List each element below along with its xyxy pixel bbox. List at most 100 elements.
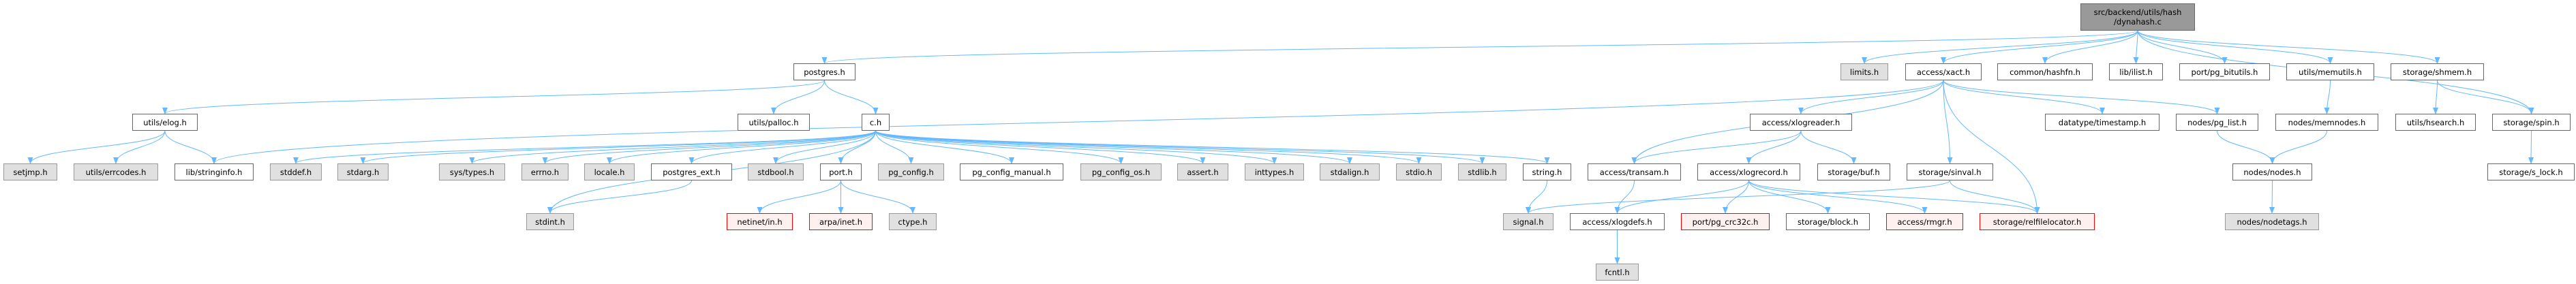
header-file-node[interactable]: pg_config.h — [878, 163, 944, 180]
dependency-edge — [840, 180, 915, 214]
dependency-edge — [773, 130, 876, 164]
header-file-node[interactable]: pg_config_os.h — [1080, 163, 1162, 180]
header-file-node[interactable]: access/xlogdefs.h — [1570, 213, 1665, 230]
dependency-edge — [824, 80, 879, 114]
header-file-node[interactable]: nodes/nodes.h — [2232, 163, 2312, 180]
dependency-edge — [757, 180, 841, 214]
header-file-node[interactable]: pg_config_manual.h — [960, 163, 1063, 180]
dependency-edge — [1631, 130, 1802, 164]
dependency-edge — [1798, 80, 1944, 114]
header-file-node[interactable]: stdbool.h — [748, 163, 804, 180]
header-file-node[interactable]: storage/sinval.h — [1907, 163, 1993, 180]
header-file-node[interactable]: nodes/memnodes.h — [2275, 114, 2378, 131]
header-file-node[interactable]: errno.h — [521, 163, 569, 180]
header-file-node[interactable]: utils/palloc.h — [738, 114, 810, 131]
dependency-edge — [542, 130, 876, 164]
dependency-edge — [2324, 80, 2331, 114]
header-file-node[interactable]: sys/types.h — [439, 163, 505, 180]
header-file-node[interactable]: storage/s_lock.h — [2487, 163, 2575, 180]
header-file-node[interactable]: stdint.h — [526, 213, 574, 230]
dependency-edge — [164, 130, 217, 164]
header-file-node[interactable]: common/hashfn.h — [1997, 63, 2093, 80]
header-file-node[interactable]: setjmp.h — [3, 163, 57, 180]
dependency-edge — [1950, 180, 2040, 214]
header-file-node[interactable]: postgres_ext.h — [651, 163, 732, 180]
dependency-edge — [2137, 30, 2333, 64]
dependency-edge — [875, 130, 1352, 164]
dependency-edge — [2137, 30, 2440, 64]
dependency-edge — [1748, 180, 1928, 214]
header-file-node[interactable]: fcntl.h — [1596, 264, 1639, 281]
dependency-edge — [2217, 130, 2275, 164]
header-file-node[interactable]: storage/relfilelocator.h — [1980, 213, 2095, 230]
dependency-edge — [1943, 80, 2040, 214]
dependency-edge — [1614, 180, 1635, 214]
dependency-edge — [822, 30, 2138, 64]
header-file-node[interactable]: port.h — [820, 163, 862, 180]
header-file-node[interactable]: utils/memutils.h — [2286, 63, 2374, 80]
header-file-node[interactable]: limits.h — [1840, 63, 1888, 80]
header-file-node[interactable]: nodes/pg_list.h — [2176, 114, 2258, 131]
header-file-node[interactable]: utils/elog.h — [132, 114, 198, 131]
header-file-node[interactable]: postgres.h — [793, 63, 855, 80]
header-file-node[interactable]: access/xact.h — [1905, 63, 1982, 80]
dependency-edge — [469, 130, 876, 164]
header-file-node[interactable]: netinet/in.h — [727, 213, 793, 230]
header-file-node[interactable]: stddef.h — [270, 163, 322, 180]
dependency-edge — [1746, 130, 1802, 164]
header-file-node[interactable]: locale.h — [584, 163, 635, 180]
dependency-edge — [875, 130, 1485, 164]
header-file-node[interactable]: stdarg.h — [337, 163, 389, 180]
dependency-edge — [2433, 80, 2439, 114]
dependency-edge — [1941, 30, 2138, 64]
header-file-node[interactable]: lib/ilist.h — [2109, 63, 2163, 80]
header-file-node[interactable]: storage/spin.h — [2492, 114, 2571, 131]
dependency-edge — [1614, 180, 1749, 214]
dependency-edge — [607, 130, 876, 164]
dependency-edge — [1800, 130, 1857, 164]
header-file-node[interactable]: datatype/timestamp.h — [2045, 114, 2160, 131]
dependency-edge — [2437, 80, 2534, 114]
dependency-edge — [2137, 30, 2228, 64]
header-file-node[interactable]: signal.h — [1503, 213, 1554, 230]
dependency-edge — [2269, 180, 2275, 214]
dependency-edge — [875, 130, 914, 164]
dependency-edge — [875, 130, 1014, 164]
header-file-node[interactable]: port/pg_crc32c.h — [1681, 213, 1770, 230]
header-file-node[interactable]: storage/buf.h — [1817, 163, 1890, 180]
header-file-node[interactable]: utils/errcodes.h — [74, 163, 158, 180]
root-file-node[interactable]: src/backend/utils/hash /dynahash.c — [2080, 3, 2195, 31]
header-file-node[interactable]: nodes/nodetags.h — [2225, 213, 2319, 230]
header-file-node[interactable]: utils/hsearch.h — [2395, 114, 2476, 131]
header-file-node[interactable]: storage/block.h — [1786, 213, 1870, 230]
header-file-node[interactable]: storage/shmem.h — [2391, 63, 2484, 80]
header-file-node[interactable]: c.h — [862, 114, 890, 131]
dependency-edge — [771, 80, 825, 114]
header-file-node[interactable]: port/pg_bitutils.h — [2179, 63, 2270, 80]
header-file-node[interactable]: ctype.h — [889, 213, 937, 230]
dependency-edge — [875, 130, 1422, 164]
dependency-edge — [1943, 80, 2105, 114]
dependency-edge — [2528, 130, 2534, 164]
dependency-edge — [1748, 180, 2040, 214]
header-file-node[interactable]: assert.h — [1177, 163, 1228, 180]
header-file-node[interactable]: access/transam.h — [1588, 163, 1681, 180]
header-file-node[interactable]: stdio.h — [1396, 163, 1442, 180]
header-file-node[interactable]: inttypes.h — [1245, 163, 1304, 180]
header-file-node[interactable]: lib/stringinfo.h — [175, 163, 254, 180]
dependency-edge — [113, 130, 166, 164]
dependency-edge — [875, 130, 1277, 164]
header-file-node[interactable]: arpa/inet.h — [809, 213, 873, 230]
dependency-edge — [688, 130, 876, 164]
dependency-edge — [1862, 30, 2138, 64]
dependency-edge — [875, 130, 1206, 164]
dependency-edge — [211, 80, 1944, 164]
header-file-node[interactable]: stdlib.h — [1458, 163, 1506, 180]
header-file-node[interactable]: access/xlogrecord.h — [1697, 163, 1800, 180]
header-file-node[interactable]: access/rmgr.h — [1886, 213, 1963, 230]
header-file-node[interactable]: access/xlogreader.h — [1750, 114, 1852, 131]
header-file-node[interactable]: string.h — [1523, 163, 1571, 180]
header-file-node[interactable]: stdalign.h — [1320, 163, 1380, 180]
